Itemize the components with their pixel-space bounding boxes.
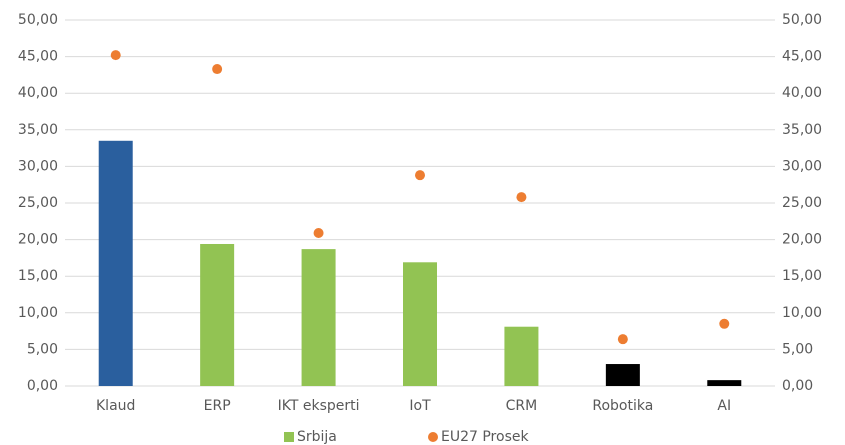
y2-tick-label: 30,00 [782,158,822,174]
x-tick-label: CRM [506,398,538,414]
x-tick-label: IKT eksperti [278,398,360,414]
y-tick-label: 30,00 [18,158,58,174]
dot [415,170,425,181]
bar [200,243,235,386]
bar [98,140,133,386]
y2-tick-label: 0,00 [782,378,813,394]
y-tick-label: 10,00 [18,305,58,321]
dot [516,192,527,203]
y2-tick-label: 40,00 [782,85,822,101]
legend-swatch [428,432,438,442]
dot [313,228,324,239]
x-tick-label: Klaud [96,398,135,414]
y-tick-label: 20,00 [18,232,58,248]
x-tick-label: ERP [204,398,231,414]
dot [719,318,730,329]
y2-tick-label: 45,00 [782,49,822,65]
y2-tick-label: 35,00 [782,122,822,138]
y2-tick-label: 50,00 [782,12,822,28]
bar [301,249,336,386]
dot [617,334,628,345]
y-tick-label: 0,00 [27,378,58,394]
y2-tick-label: 15,00 [782,268,822,284]
bar [403,262,437,386]
legend-label: EU27 Prosek [441,429,529,445]
y-tick-label: 45,00 [18,49,58,65]
y-tick-label: 15,00 [18,268,58,284]
legend-swatch [284,432,294,442]
bar [504,326,539,386]
y-tick-label: 25,00 [18,195,58,211]
y-tick-label: 40,00 [18,85,58,101]
bar [707,380,742,386]
y2-tick-label: 20,00 [782,232,822,248]
y-tick-label: 50,00 [18,12,58,28]
x-tick-label: IoT [409,398,431,414]
bar [605,364,640,386]
dot [110,50,121,61]
y2-tick-label: 10,00 [782,305,822,321]
y2-tick-label: 5,00 [782,341,813,357]
dot [212,64,223,75]
y-tick-label: 35,00 [18,122,58,138]
y-tick-label: 5,00 [27,341,58,357]
legend-label: Srbija [297,429,337,445]
y2-tick-label: 25,00 [782,195,822,211]
x-tick-label: AI [717,398,731,414]
x-tick-label: Robotika [592,398,653,414]
